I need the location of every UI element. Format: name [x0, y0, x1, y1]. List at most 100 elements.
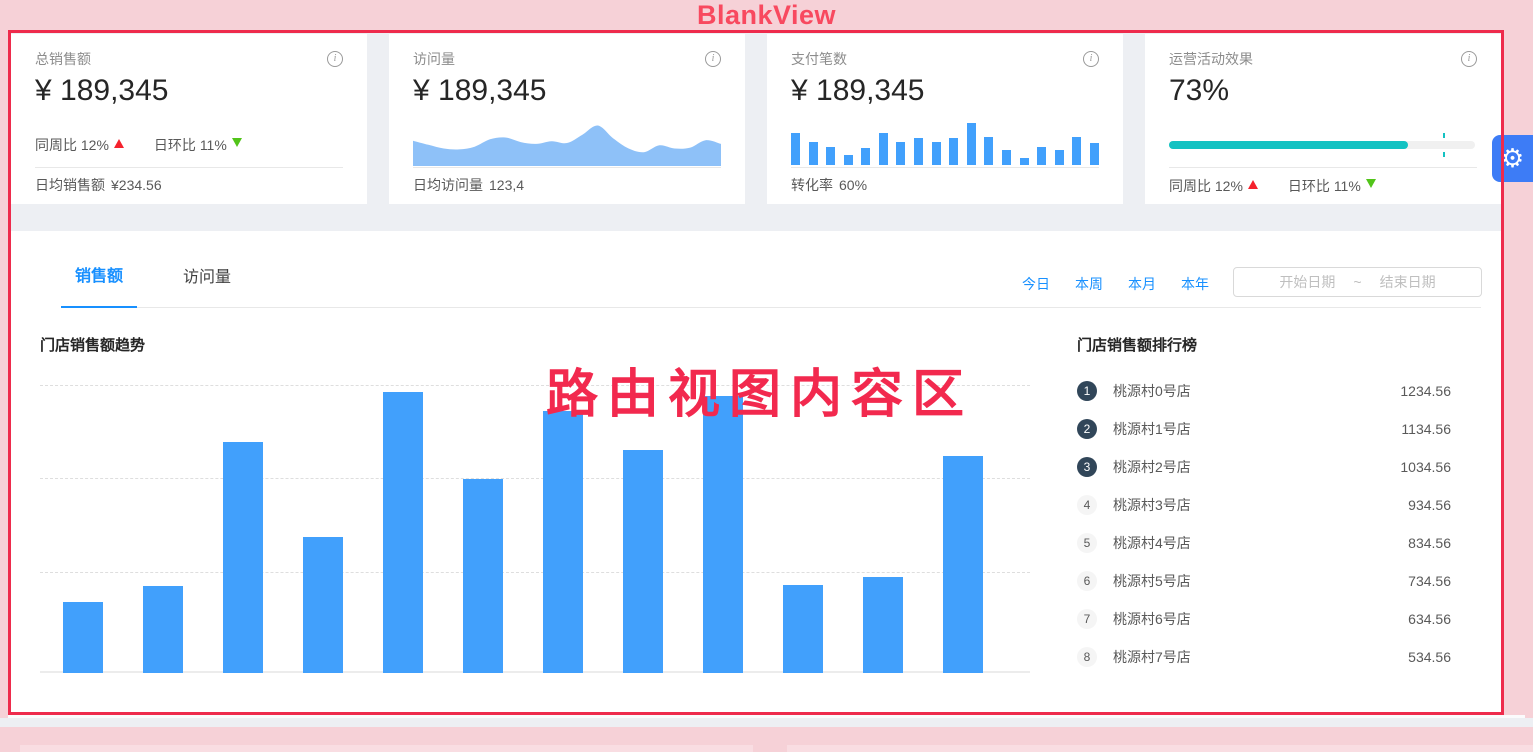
gridline — [40, 572, 1030, 573]
trend-row: 同周比 12% 日环比 11% — [35, 135, 242, 155]
quick-filter-link[interactable]: 今日 — [1022, 276, 1050, 292]
tab-visits[interactable]: 访问量 — [183, 269, 232, 286]
card-title: 支付笔数 — [791, 51, 847, 67]
card-divider — [35, 167, 343, 168]
store-sales-value: 634.56 — [1408, 611, 1451, 627]
bottom-card-peek-left — [20, 745, 753, 752]
sales-bar — [543, 411, 583, 673]
ranking-list: 1 桃源村0号店 1234.56 2 桃源村1号店 1134.56 3 桃源村2号店 1034.… — [1077, 372, 1451, 676]
quick-filter-link[interactable]: 本年 — [1181, 276, 1209, 292]
store-sales-value: 1034.56 — [1400, 459, 1451, 475]
x-axis-baseline — [40, 671, 1030, 673]
store-sales-value: 734.56 — [1408, 573, 1451, 589]
gridline — [40, 478, 1030, 479]
mini-bar — [861, 148, 871, 165]
card-footer: 转化率 60% — [791, 177, 868, 193]
stat-cards-row: 总销售额 ¥ 189,345 同周比 12% 日环比 11% 日 — [11, 34, 1501, 204]
mini-bar — [1089, 143, 1099, 165]
card-divider — [1169, 167, 1477, 168]
store-sales-value: 934.56 — [1408, 497, 1451, 513]
sales-bar — [143, 586, 183, 673]
page-title: BlankView — [696, 0, 837, 30]
progress-target-marker — [1443, 133, 1446, 138]
sales-bar — [383, 392, 423, 673]
card-value: 73% — [1169, 74, 1230, 107]
date-range-picker[interactable]: 开始日期 ~ 结束日期 — [1233, 267, 1482, 297]
mini-bar — [949, 138, 959, 165]
visits-area-chart — [413, 120, 721, 166]
sales-panel: 销售额 访问量 今日 本周 本月 本年 开始日期 ~ 结束日期 门店销售额趋势 路由视… — [11, 231, 1501, 712]
ranking-item: 7 桃源村6号店 634.56 — [1077, 600, 1451, 638]
mini-bar — [931, 142, 941, 165]
end-date-placeholder: 结束日期 — [1379, 274, 1436, 290]
mini-bar — [1019, 158, 1029, 165]
quick-filter-link[interactable]: 本周 — [1075, 276, 1103, 292]
store-sales-bar-chart — [40, 371, 1030, 673]
payments-mini-bar-chart — [791, 121, 1099, 165]
info-icon[interactable] — [1083, 51, 1099, 67]
rank-badge: 1 — [1077, 381, 1097, 401]
card-footer: 同周比 12% 日环比 11% — [1169, 168, 1477, 204]
sales-bar — [63, 602, 103, 673]
mini-bar — [1001, 150, 1011, 165]
start-date-placeholder: 开始日期 — [1279, 274, 1336, 290]
mini-bar — [878, 133, 888, 165]
rank-badge: 6 — [1077, 571, 1097, 591]
sales-bar — [703, 396, 743, 673]
card-value: ¥ 189,345 — [791, 74, 925, 107]
sales-bar — [623, 450, 663, 673]
gear-icon — [1501, 146, 1524, 172]
tab-sales[interactable]: 销售额 — [61, 262, 138, 308]
trend-item-day: 日环比 11% — [154, 135, 242, 155]
store-name: 桃源村0号店 — [1113, 383, 1191, 399]
sales-bar — [303, 537, 343, 673]
mini-bar — [966, 123, 976, 165]
card-footer: 日均访问量 123,4 — [413, 177, 525, 193]
sales-bar — [863, 577, 903, 673]
mini-bar — [1037, 147, 1047, 165]
mini-bar — [826, 147, 836, 165]
rank-badge: 8 — [1077, 647, 1097, 667]
info-icon[interactable] — [705, 51, 721, 67]
rank-badge: 4 — [1077, 495, 1097, 515]
route-view-overlay-label: 路由视图内容区 — [546, 366, 974, 424]
down-triangle-icon — [231, 138, 242, 147]
store-sales-value: 834.56 — [1408, 535, 1451, 551]
ranking-item: 1 桃源村0号店 1234.56 — [1077, 372, 1451, 410]
sales-bar — [783, 585, 823, 673]
operation-progress-bar — [1169, 133, 1475, 157]
quick-filter-link[interactable]: 本月 — [1128, 276, 1156, 292]
card-title: 总销售额 — [35, 51, 91, 67]
store-sales-value: 1234.56 — [1400, 383, 1451, 399]
below-frame-gray-strip — [0, 718, 1533, 727]
info-icon[interactable] — [327, 51, 343, 67]
ranking-item: 4 桃源村3号店 934.56 — [1077, 486, 1451, 524]
mini-bar — [808, 142, 818, 165]
store-name: 桃源村2号店 — [1113, 459, 1191, 475]
rank-badge: 5 — [1077, 533, 1097, 553]
info-icon[interactable] — [1461, 51, 1477, 67]
mini-bar — [914, 138, 924, 165]
up-triangle-icon — [1247, 179, 1258, 189]
mini-bar — [791, 133, 800, 165]
store-sales-value: 534.56 — [1408, 649, 1451, 665]
gridline — [40, 385, 1030, 386]
sales-bar — [943, 456, 983, 673]
date-range-separator: ~ — [1353, 274, 1362, 290]
trend-item-week: 同周比 12% — [1169, 169, 1258, 204]
card-title: 运营活动效果 — [1169, 51, 1253, 67]
mini-bar — [843, 155, 853, 165]
trend-item-day: 日环比 11% — [1288, 169, 1376, 204]
mini-bar — [1072, 137, 1082, 165]
card-value: ¥ 189,345 — [35, 74, 169, 107]
store-name: 桃源村4号店 — [1113, 535, 1191, 551]
settings-gear-button[interactable] — [1492, 135, 1533, 182]
bottom-card-peek-right — [787, 745, 1533, 752]
ranking-item: 8 桃源村7号店 534.56 — [1077, 638, 1451, 676]
sales-bar — [463, 479, 503, 673]
store-sales-value: 1134.56 — [1401, 421, 1451, 437]
trend-row: 同周比 12% 日环比 11% — [1169, 168, 1477, 204]
progress-target-marker — [1443, 152, 1446, 157]
